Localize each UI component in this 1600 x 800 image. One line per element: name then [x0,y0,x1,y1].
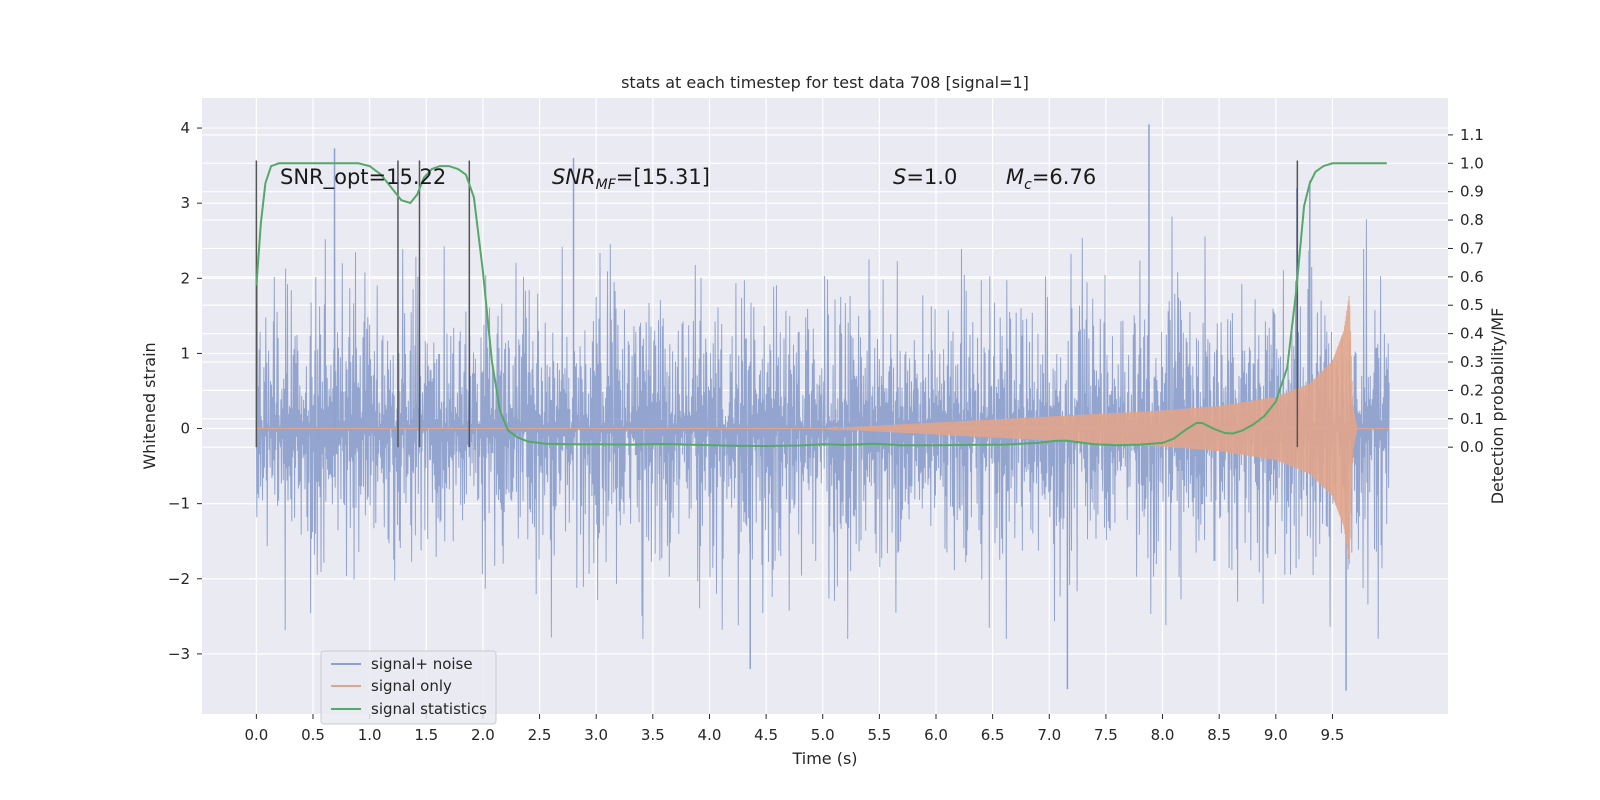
y-right-tick-label: 1.0 [1460,154,1484,172]
y-right-tick-label: 0.1 [1460,410,1484,428]
legend: signal+ noise signal only signal statist… [320,650,497,725]
x-tick-label: 2.0 [471,726,495,744]
x-tick-label: 7.0 [1037,726,1061,744]
y-right-tick-label: 0.3 [1460,353,1484,371]
x-tick-label: 5.5 [867,726,891,744]
series-signal-noise [255,188,1390,639]
series-signal-only [256,295,1390,564]
x-tick-label: 1.0 [358,726,382,744]
x-tick-label: 1.5 [414,726,438,744]
x-tick-label: 2.5 [528,726,552,744]
annotation-s: S=1.0 [893,165,957,189]
x-tick-label: 0.5 [301,726,325,744]
x-tick-label: 7.5 [1094,726,1118,744]
y-axis-label: Whitened strain [140,342,159,469]
annotation-mc-value: =6.76 [1032,165,1096,189]
x-tick-label: 3.0 [584,726,608,744]
y-right-tick-label: 0.9 [1460,183,1484,201]
annotation-snr-mf-sub: MF [596,177,617,193]
annotation-s-name: S [893,165,906,189]
y-right-tick-label: 0.2 [1460,381,1484,399]
y-tick-label: −3 [168,645,190,663]
x-tick-label: 8.5 [1207,726,1231,744]
x-tick-label: 0.0 [244,726,268,744]
y-right-axis-label: Detection probability/MF [1488,308,1507,505]
annotation-snr-mf-value: =[15.31] [616,165,710,189]
x-tick-label: 5.0 [811,726,835,744]
annotation-s-value: =1.0 [906,165,957,189]
y-right-tick-label: 0.6 [1460,268,1484,286]
annotation-mc-sub: c [1024,177,1032,193]
y-right-axis-ticks: 0.0 0.1 0.2 0.3 0.4 0.5 0.6 0.7 0.8 0.9 1.0 1.1 [1448,126,1484,456]
y-axis-ticks: −3 −2 −1 0 1 2 3 4 [168,119,202,663]
legend-label-signal-statistics: signal statistics [371,700,487,718]
x-axis-ticks: 0.0 0.5 1.0 1.5 2.0 2.5 3.0 3.5 4.0 4.5 5.0 5.5 6.0 6… [244,714,1344,744]
y-tick-label: 1 [180,344,190,362]
y-tick-label: −1 [168,495,190,513]
y-right-tick-label: 0.7 [1460,239,1484,257]
x-tick-label: 4.5 [754,726,778,744]
y-tick-label: 4 [180,119,190,137]
x-tick-label: 3.5 [641,726,665,744]
annotations: SNR_opt=15.22 SNRMF=[15.31] S=1.0 Mc=6.7… [280,165,1096,193]
annotation-snr-mf: SNRMF=[15.31] [552,165,710,193]
y-right-tick-label: 0.0 [1460,438,1484,456]
y-right-tick-label: 1.1 [1460,126,1484,144]
x-tick-label: 6.5 [981,726,1005,744]
x-tick-label: 9.0 [1264,726,1288,744]
x-tick-label: 4.0 [698,726,722,744]
legend-label-signal-only: signal only [371,677,452,695]
annotation-mc: Mc=6.76 [1006,165,1096,193]
chart-title: stats at each timestep for test data 708… [621,73,1029,92]
vertical-markers [255,160,1299,448]
y-right-tick-label: 0.5 [1460,296,1484,314]
series-signal-statistics [255,162,1387,448]
x-tick-label: 9.5 [1321,726,1345,744]
y-tick-label: −2 [168,570,190,588]
annotation-snr-opt: SNR_opt=15.22 [280,165,446,190]
y-right-tick-label: 0.8 [1460,211,1484,229]
annotation-mc-name: M [1006,165,1024,189]
annotation-snr-mf-name: SNR [552,165,596,189]
legend-label-signal-noise: signal+ noise [371,655,473,673]
y-right-tick-label: 0.4 [1460,325,1484,343]
y-tick-label: 3 [180,194,190,212]
x-axis-label: Time (s) [791,749,857,768]
legend-box [320,650,497,725]
y-tick-label: 0 [180,420,190,438]
x-tick-label: 6.0 [924,726,948,744]
y-tick-label: 2 [180,269,190,287]
x-tick-label: 8.0 [1151,726,1175,744]
